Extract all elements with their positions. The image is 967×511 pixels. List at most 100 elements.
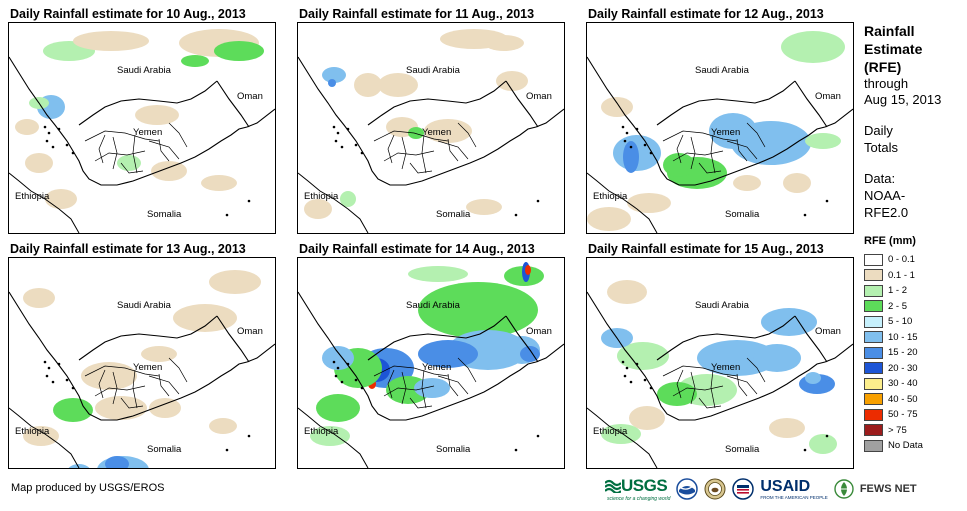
country-label-saudi: Saudi Arabia bbox=[117, 65, 171, 76]
rainfall-area bbox=[117, 155, 141, 171]
rainfall-area bbox=[769, 418, 805, 438]
country-label-somalia: Somalia bbox=[725, 209, 760, 220]
island bbox=[625, 366, 629, 370]
border-line bbox=[505, 315, 539, 363]
country-label-oman: Oman bbox=[815, 91, 841, 102]
rainfall-area bbox=[733, 175, 761, 191]
governorate-border bbox=[676, 369, 684, 399]
map-frame: Saudi Arabia Oman Yemen Ethiopia Somalia bbox=[8, 22, 276, 234]
island bbox=[340, 145, 344, 149]
map-panel-aug-11: Daily Rainfall estimate for 11 Aug., 201… bbox=[297, 6, 573, 234]
rainfall-area bbox=[809, 434, 837, 454]
governorate-border bbox=[409, 162, 433, 174]
island bbox=[536, 434, 540, 438]
governorate-border bbox=[726, 140, 758, 160]
rainfall-area bbox=[663, 153, 695, 177]
governorate-border bbox=[158, 138, 170, 162]
rainfall-area bbox=[214, 41, 264, 61]
rainfall-area bbox=[601, 97, 633, 117]
country-label-ethiopia: Ethiopia bbox=[15, 426, 50, 437]
country-label-somalia: Somalia bbox=[436, 209, 471, 220]
island bbox=[332, 125, 336, 129]
usgs-logo: USGS science for a changing world bbox=[605, 476, 670, 502]
rainfall-area bbox=[105, 456, 129, 468]
legend-row: 0.1 - 1 bbox=[864, 268, 964, 284]
island bbox=[625, 131, 629, 135]
governorate-border bbox=[421, 134, 427, 174]
panel-title: Daily Rainfall estimate for 12 Aug., 201… bbox=[588, 7, 824, 21]
island bbox=[65, 378, 69, 382]
island bbox=[225, 448, 229, 452]
legend-row: 15 - 20 bbox=[864, 345, 964, 361]
border-line bbox=[505, 80, 539, 128]
rainfall-area bbox=[697, 340, 777, 376]
island bbox=[47, 131, 51, 135]
island bbox=[635, 127, 639, 131]
fewsnet-icon bbox=[834, 479, 854, 499]
rainfall-map bbox=[9, 270, 275, 468]
country-label-oman: Oman bbox=[526, 91, 552, 102]
usgs-wordmark: USGS bbox=[621, 476, 668, 495]
rainfall-area bbox=[141, 346, 177, 362]
rainfall-area bbox=[709, 113, 757, 149]
rainfall-area bbox=[408, 127, 424, 139]
island bbox=[45, 139, 49, 143]
governorate-border bbox=[84, 365, 160, 377]
island bbox=[336, 131, 340, 135]
map-panel-aug-15: Daily Rainfall estimate for 15 Aug., 201… bbox=[586, 241, 862, 469]
rainfall-area bbox=[81, 362, 137, 390]
governorate-border bbox=[132, 134, 138, 174]
island bbox=[346, 362, 350, 366]
sidebar-subtitle-date: Aug 15, 2013 bbox=[864, 92, 942, 107]
legend-swatch bbox=[864, 393, 883, 406]
rainfall-area bbox=[627, 193, 671, 213]
governorate-border bbox=[710, 134, 716, 174]
rainfall-area bbox=[173, 304, 237, 332]
border-line bbox=[298, 407, 369, 468]
island bbox=[825, 434, 829, 438]
island bbox=[635, 362, 639, 366]
island bbox=[45, 374, 49, 378]
rainfall-area bbox=[23, 288, 55, 308]
map-panel-aug-12: Daily Rainfall estimate for 12 Aug., 201… bbox=[586, 6, 862, 234]
rainfall-area bbox=[601, 424, 641, 444]
border-line bbox=[587, 291, 853, 421]
legend-label: 50 - 75 bbox=[888, 409, 918, 421]
rainfall-area bbox=[304, 199, 332, 219]
rainfall-area bbox=[805, 133, 841, 149]
rainfall-area bbox=[607, 280, 647, 304]
governorate-border bbox=[401, 371, 407, 405]
rainfall-area bbox=[623, 141, 639, 173]
country-label-saudi: Saudi Arabia bbox=[406, 300, 460, 311]
doi-seal-icon bbox=[704, 478, 726, 500]
governorate-border bbox=[94, 150, 146, 162]
country-label-yemen: Yemen bbox=[711, 362, 741, 373]
legend-label: No Data bbox=[888, 440, 923, 452]
governorate-border bbox=[148, 375, 180, 395]
governorate-border bbox=[373, 365, 449, 377]
sidebar-title: Rainfall Estimate (RFE) bbox=[864, 23, 923, 75]
legend-label: 1 - 2 bbox=[888, 285, 908, 297]
map-panel-aug-14: Daily Rainfall estimate for 14 Aug., 201… bbox=[297, 241, 573, 469]
island bbox=[336, 366, 340, 370]
country-label-ethiopia: Ethiopia bbox=[593, 426, 628, 437]
border-line bbox=[9, 407, 80, 468]
rainfall-area bbox=[25, 153, 53, 173]
legend-label: 20 - 30 bbox=[888, 362, 918, 374]
legend-label: 0 - 0.1 bbox=[888, 254, 915, 266]
island bbox=[825, 199, 829, 203]
island bbox=[71, 386, 75, 390]
legend-label: > 75 bbox=[888, 424, 907, 436]
rainfall-area bbox=[525, 265, 531, 275]
legend-row: 1 - 2 bbox=[864, 283, 964, 299]
governorate-border bbox=[120, 162, 144, 174]
border-line bbox=[587, 56, 853, 186]
rainfall-map bbox=[298, 262, 564, 468]
usaid-wordmark: USAID bbox=[760, 477, 811, 495]
usaid-seal-icon bbox=[732, 478, 755, 500]
island bbox=[621, 125, 625, 129]
governorate-border bbox=[437, 140, 469, 160]
legend-swatch bbox=[864, 424, 883, 437]
rainfall-area bbox=[629, 406, 665, 430]
island bbox=[334, 374, 338, 378]
